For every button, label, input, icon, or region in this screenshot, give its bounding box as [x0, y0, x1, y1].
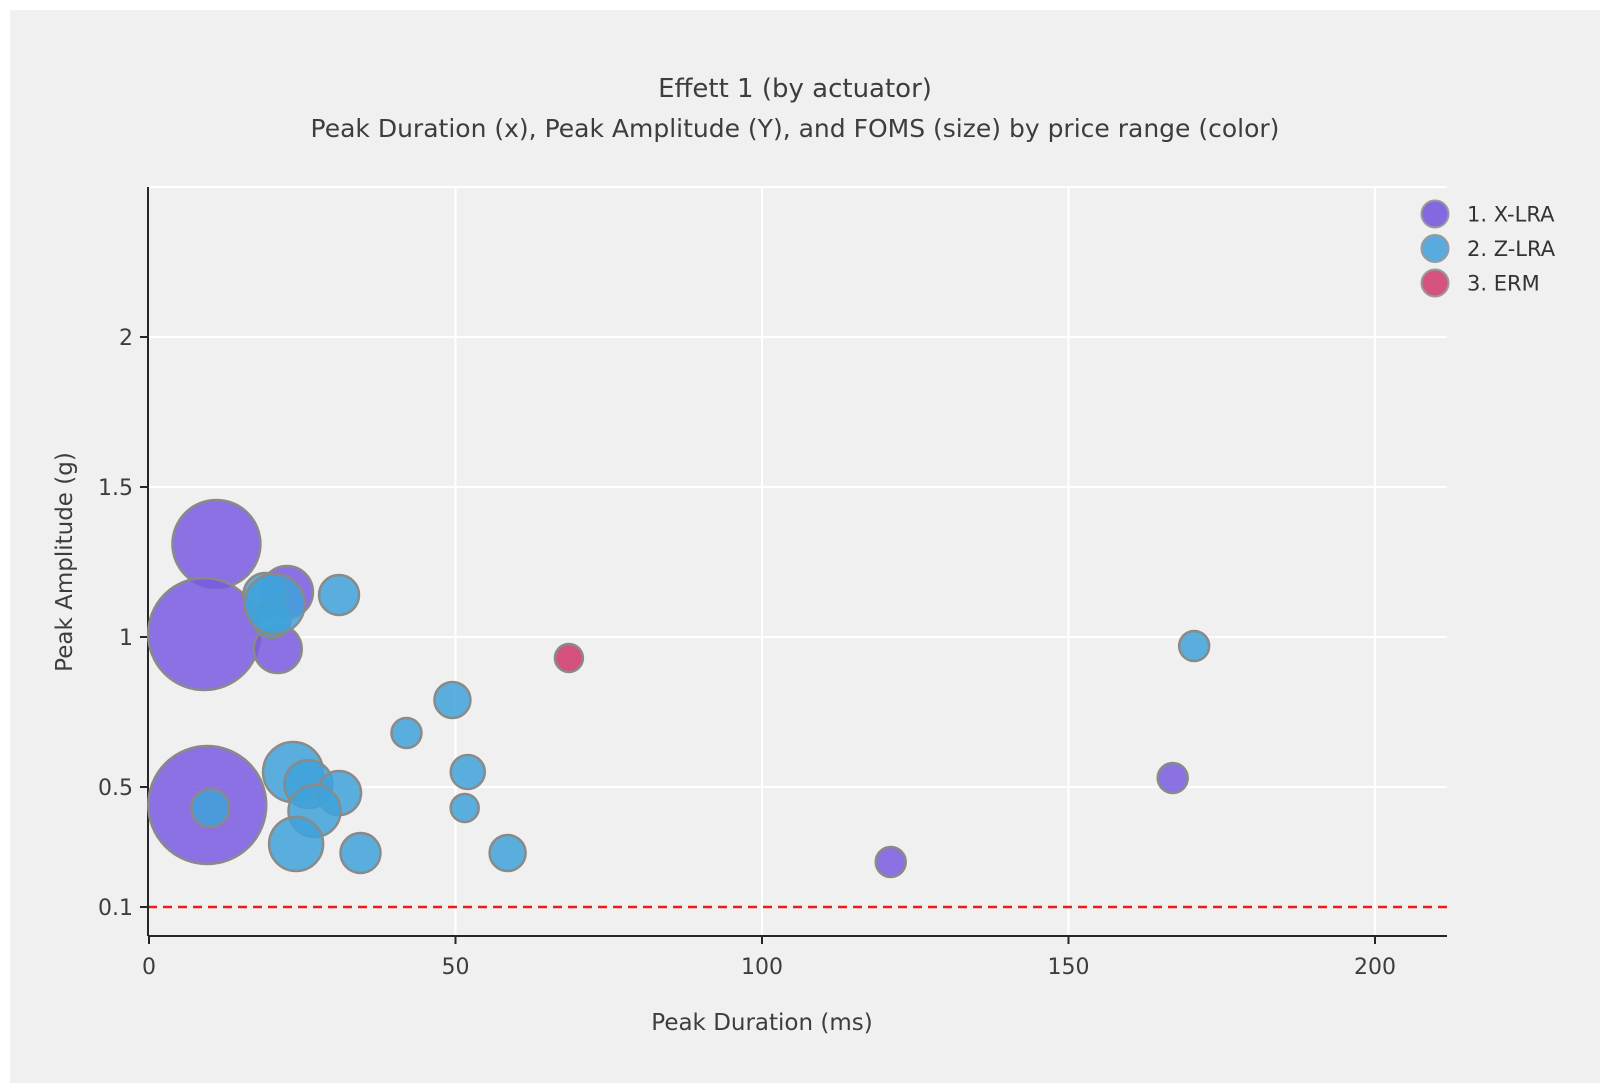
gridlines — [148, 186, 1447, 936]
legend-swatch-icon[interactable] — [1420, 268, 1450, 298]
legend: 1. X-LRA 2. Z-LRA 3. ERM — [1420, 199, 1556, 298]
bubble-z-lra[interactable] — [267, 815, 325, 873]
bubble-z-lra[interactable] — [190, 787, 231, 829]
y-tick-label: 0.1 — [98, 896, 133, 921]
axes: 0 50 100 150 200 0.1 0.5 1 1.5 2 — [98, 187, 1447, 980]
x-tick-label: 50 — [442, 955, 470, 980]
legend-swatch-icon[interactable] — [1420, 199, 1450, 229]
bubble-x-lra[interactable] — [874, 845, 907, 879]
x-tick-label: 150 — [1048, 955, 1090, 980]
bubble-x-lra[interactable] — [171, 498, 262, 590]
legend-label[interactable]: 2. Z-LRA — [1467, 237, 1556, 261]
y-tick-label: 1.5 — [98, 476, 133, 501]
bubble-z-lra[interactable] — [1177, 629, 1211, 663]
bubble-z-lra[interactable] — [449, 753, 487, 791]
bubble-x-lra[interactable] — [1156, 761, 1189, 795]
legend-item[interactable]: 3. ERM — [1420, 268, 1540, 298]
chart-subtitle: Peak Duration (x), Peak Amplitude (Y), a… — [311, 114, 1280, 143]
y-tick-label: 0.5 — [98, 776, 133, 801]
y-axis-title: Peak Amplitude (g) — [52, 452, 78, 672]
legend-label[interactable]: 1. X-LRA — [1467, 203, 1555, 227]
bubble-z-lra[interactable] — [390, 716, 423, 750]
legend-swatch-icon[interactable] — [1420, 234, 1450, 263]
bubble-layer — [146, 498, 1211, 879]
y-tick-label: 1 — [119, 626, 133, 651]
bubble-z-lra[interactable] — [449, 792, 480, 824]
x-axis-title: Peak Duration (ms) — [651, 1010, 872, 1036]
chart-background — [10, 10, 1600, 1083]
legend-label[interactable]: 3. ERM — [1467, 272, 1540, 296]
x-tick-label: 200 — [1354, 955, 1396, 980]
x-tick-label: 100 — [741, 955, 783, 980]
bubble-z-lra[interactable] — [433, 680, 472, 720]
bubble-z-lra[interactable] — [243, 572, 306, 636]
legend-item[interactable]: 2. Z-LRA — [1420, 234, 1556, 263]
bubble-z-lra[interactable] — [339, 831, 382, 875]
x-tick-label: 0 — [142, 955, 156, 980]
chart-title: Effett 1 (by actuator) — [658, 74, 932, 104]
bubble-z-lra[interactable] — [317, 573, 361, 617]
bubble-erm[interactable] — [553, 642, 585, 674]
bubble-z-lra[interactable] — [488, 833, 527, 873]
y-tick-label: 2 — [119, 326, 133, 351]
legend-item[interactable]: 1. X-LRA — [1420, 199, 1556, 229]
